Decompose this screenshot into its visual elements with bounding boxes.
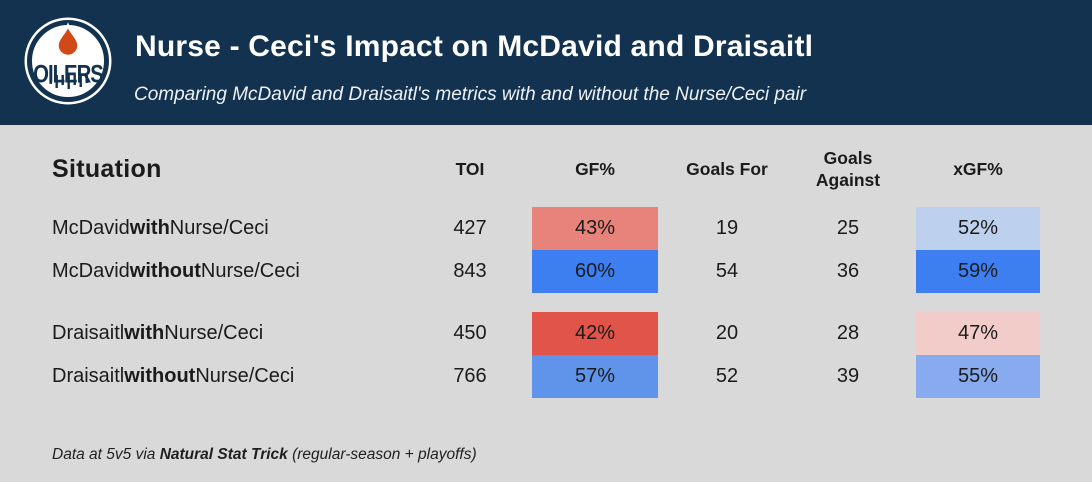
goals-for-value: 19 <box>715 217 739 239</box>
xgf-pct-cell: 59% <box>916 250 1040 293</box>
source-note-text: Data at 5v5 via <box>52 446 160 463</box>
row-label-text: Nurse/Ceci <box>164 322 264 344</box>
goals-for-value: 54 <box>715 260 739 282</box>
stats-table: Situation TOI GF% Goals For Goals Agains… <box>52 132 1040 398</box>
toi-value: 450 <box>453 322 487 344</box>
goals-against-value: 39 <box>836 365 860 387</box>
row-label-text: Nurse/Ceci <box>169 217 269 239</box>
goals-for-value: 20 <box>715 322 739 344</box>
row-label-text: McDavid <box>52 217 130 239</box>
oil-drop-icon <box>56 22 80 58</box>
header-band: OILERS Nurse - Ceci's Impact on McDavid … <box>0 0 1092 125</box>
xgf-pct-cell: 52% <box>916 207 1040 250</box>
column-header-gf-pct: GF% <box>575 158 615 179</box>
row-label-text: Draisaitl <box>52 365 125 387</box>
toi-value: 427 <box>453 217 487 239</box>
goals-for-value: 52 <box>715 365 739 387</box>
row-label-text: McDavid <box>52 260 130 282</box>
row-label-text: Draisaitl <box>52 322 125 344</box>
row-label-text: Nurse/Ceci <box>195 365 295 387</box>
row-label-emphasis: without <box>124 365 196 387</box>
goals-against-value: 28 <box>836 322 860 344</box>
row-label-mcdavid-without: McDavid without Nurse/Ceci <box>52 250 432 293</box>
data-source-note: Data at 5v5 via Natural Stat Trick (regu… <box>52 446 477 464</box>
row-label-emphasis: with <box>124 322 165 344</box>
row-label-draisaitl-with: Draisaitl with Nurse/Ceci <box>52 312 432 355</box>
oilers-logo-icon: OILERS <box>24 17 112 105</box>
row-label-emphasis: with <box>129 217 170 239</box>
column-header-situation: Situation <box>52 155 162 183</box>
row-label-mcdavid-with: McDavid with Nurse/Ceci <box>52 207 432 250</box>
column-header-goals-against: Goals Against <box>815 147 881 190</box>
row-label-emphasis: without <box>129 260 201 282</box>
gf-pct-cell: 42% <box>532 312 658 355</box>
goals-against-value: 36 <box>836 260 860 282</box>
column-header-toi: TOI <box>455 158 485 179</box>
gf-pct-cell: 43% <box>532 207 658 250</box>
toi-value: 766 <box>453 365 487 387</box>
source-note-text: (regular-season + playoffs) <box>287 446 477 463</box>
column-header-xgf-pct: xGF% <box>953 158 1003 179</box>
logo-drips <box>49 75 88 89</box>
column-header-goals-for: Goals For <box>686 158 768 179</box>
xgf-pct-cell: 47% <box>916 312 1040 355</box>
gf-pct-cell: 60% <box>532 250 658 293</box>
gf-pct-cell: 57% <box>532 355 658 398</box>
row-label-draisaitl-without: Draisaitl without Nurse/Ceci <box>52 355 432 398</box>
source-name: Natural Stat Trick <box>159 446 288 463</box>
goals-against-value: 25 <box>836 217 860 239</box>
xgf-pct-cell: 55% <box>916 355 1040 398</box>
toi-value: 843 <box>453 260 487 282</box>
page-subtitle: Comparing McDavid and Draisaitl's metric… <box>134 84 807 105</box>
page-title: Nurse - Ceci's Impact on McDavid and Dra… <box>135 30 814 63</box>
row-label-text: Nurse/Ceci <box>200 260 300 282</box>
